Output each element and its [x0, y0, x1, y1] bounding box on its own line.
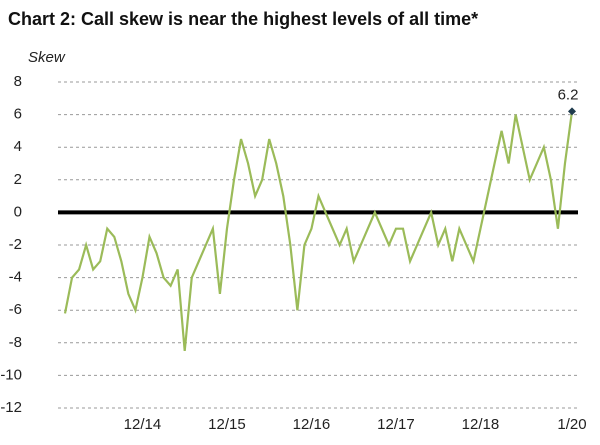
annotation: 6.2: [558, 86, 579, 103]
y-tick-label: 6: [14, 106, 22, 123]
y-tick-label: -4: [9, 269, 22, 286]
x-tick-label: 12/15: [208, 416, 246, 433]
y-tick-label: -12: [0, 399, 22, 416]
x-tick-label: 1/20: [557, 416, 586, 433]
x-tick-label: 12/17: [377, 416, 415, 433]
y-tick-label: -8: [9, 334, 22, 351]
y-axis-label: Skew: [28, 49, 66, 66]
y-tick-label: 4: [14, 138, 22, 155]
x-tick-label: 12/18: [462, 416, 500, 433]
y-tick-label: -10: [0, 366, 22, 383]
y-tick-label: 0: [14, 203, 22, 220]
y-tick-label: -6: [9, 301, 22, 318]
x-tick-label: 12/16: [293, 416, 331, 433]
x-tick-label: 12/14: [124, 416, 162, 433]
end-marker: [568, 107, 576, 116]
series-line: [63, 111, 574, 352]
y-tick-label: 8: [14, 73, 22, 90]
y-tick-label: -2: [9, 236, 22, 253]
y-tick-label: 2: [14, 171, 22, 188]
chart-title: Chart 2: Call skew is near the highest l…: [8, 9, 478, 29]
